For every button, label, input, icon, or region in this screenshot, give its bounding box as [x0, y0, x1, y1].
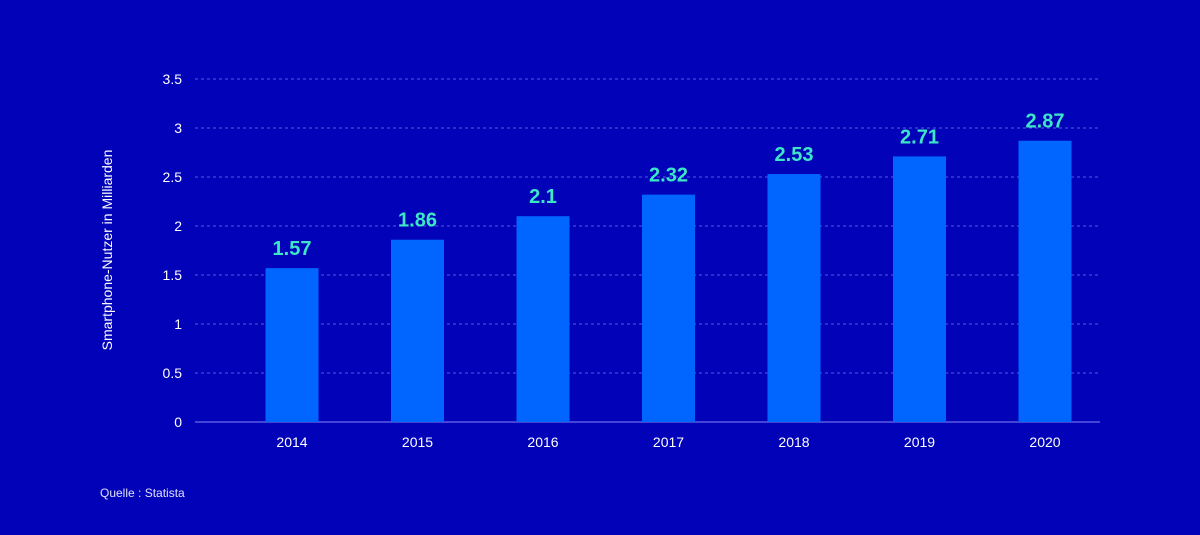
y-tick-label: 0.5 — [163, 365, 183, 381]
y-tick-label: 1 — [174, 316, 182, 332]
y-tick-label: 2 — [174, 218, 182, 234]
y-tick-label: 3.5 — [163, 71, 183, 87]
bar — [1018, 140, 1072, 423]
x-tick-label: 2018 — [778, 434, 809, 450]
bar — [767, 174, 821, 422]
value-label: 2.1 — [529, 186, 557, 208]
y-tick-label: 0 — [174, 414, 182, 430]
x-tick-label: 2020 — [1029, 434, 1060, 450]
y-tick-label: 1.5 — [163, 267, 183, 283]
bar — [265, 268, 319, 422]
bar — [642, 194, 695, 422]
x-tick-label: 2015 — [402, 434, 433, 450]
x-tick-label: 2014 — [276, 434, 307, 450]
bar — [391, 239, 444, 422]
value-label: 2.53 — [775, 144, 814, 166]
value-label: 2.87 — [1026, 111, 1065, 133]
bar — [893, 156, 946, 423]
value-label: 1.57 — [273, 238, 312, 260]
source-note: Quelle : Statista — [100, 486, 185, 500]
x-tick-label: 2016 — [527, 434, 558, 450]
y-tick-label: 3 — [174, 120, 182, 136]
x-tick-label: 2019 — [904, 434, 935, 450]
value-label: 1.86 — [398, 210, 437, 232]
value-label: 2.32 — [649, 165, 688, 187]
y-tick-label: 2.5 — [163, 169, 183, 185]
y-axis-label: Smartphone-Nutzer in Milliarden — [99, 150, 115, 351]
bar — [516, 216, 570, 422]
value-label: 2.71 — [900, 126, 939, 148]
x-tick-label: 2017 — [653, 434, 684, 450]
